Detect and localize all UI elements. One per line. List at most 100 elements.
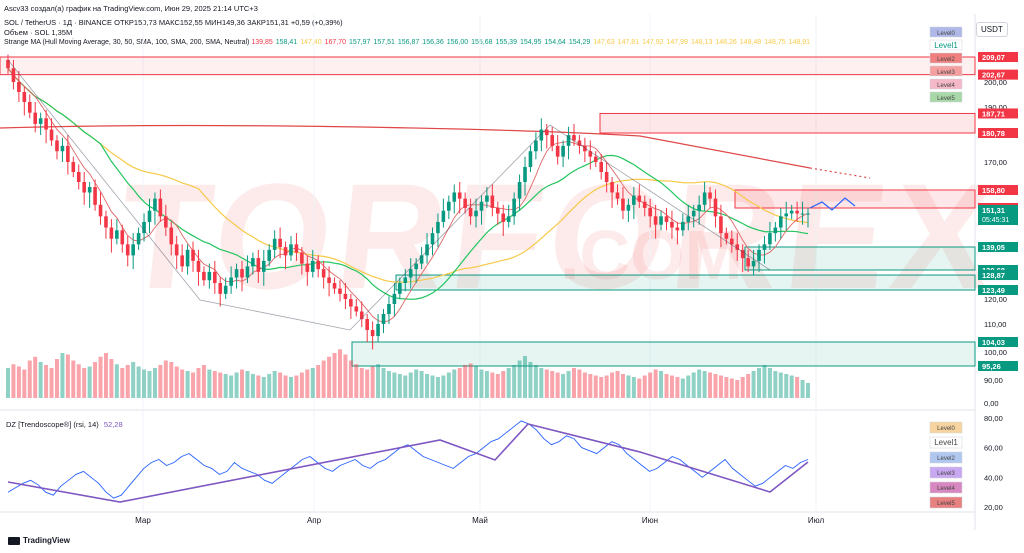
ma-value: 139,85 <box>251 39 273 46</box>
volume-bar <box>550 371 555 398</box>
volume-bar <box>751 371 756 398</box>
price-tick-label: 170,00 <box>984 158 1007 167</box>
level-price-tag <box>978 361 1018 371</box>
volume-bar <box>637 378 642 398</box>
legend-label: Level1 <box>934 41 958 50</box>
volume-bar <box>441 375 446 398</box>
volume-bar <box>376 364 381 398</box>
volume-bar <box>267 374 272 398</box>
volume-bar <box>44 365 49 398</box>
rsi-title: DZ [Trendoscope®] (rsi, 14) <box>6 420 99 429</box>
candle-body <box>71 162 76 172</box>
volume-bar <box>631 377 636 398</box>
volume-bar <box>65 354 70 398</box>
volume-bar <box>523 356 528 398</box>
volume-line: Объем · SOL 1,35M <box>4 28 73 37</box>
candle-body <box>283 247 288 256</box>
volume-bar <box>240 369 245 398</box>
rsi-value: 52,28 <box>103 420 123 429</box>
level-zone <box>599 112 976 134</box>
legend-swatch <box>929 26 963 38</box>
currency-button[interactable]: USDT <box>976 22 1008 37</box>
ma-line-yellow <box>7 67 809 283</box>
candle-body <box>659 216 663 225</box>
volume-bar <box>806 383 810 398</box>
volume-bar <box>746 374 751 398</box>
volume-bar <box>27 360 32 398</box>
candle-body <box>359 311 364 319</box>
legend-label: Level4 <box>937 486 955 492</box>
candle-body <box>17 82 21 92</box>
candle-body <box>719 216 723 234</box>
candle-body <box>392 293 397 304</box>
candle-body <box>387 304 391 314</box>
volume-bar <box>147 371 152 398</box>
volume-bar <box>463 365 468 398</box>
volume-bar <box>207 369 212 398</box>
volume-bar <box>495 374 500 398</box>
volume-bar <box>484 371 489 398</box>
ma-value: 148,13 <box>690 39 713 46</box>
candle-body <box>637 195 642 202</box>
volume-bar <box>98 356 103 398</box>
candle-body <box>539 129 544 141</box>
x-tick-label: Май <box>472 516 488 525</box>
rsi-tick-label: 20,00 <box>984 503 1003 512</box>
level-zone <box>351 341 976 367</box>
level-price-label: 123,49 <box>982 286 1005 295</box>
volume-bar <box>49 368 54 398</box>
candle-body <box>289 244 293 256</box>
volume-bar <box>87 366 92 398</box>
ma-value: 155,68 <box>471 39 493 46</box>
volume-bar <box>626 375 631 398</box>
volume-bar <box>610 372 615 398</box>
candle-body <box>82 182 86 193</box>
price-tick-label: 100,00 <box>984 348 1007 357</box>
candle-body <box>474 210 478 217</box>
x-tick-label: Апр <box>307 516 322 525</box>
volume-bar <box>131 362 136 398</box>
volume-bar <box>191 372 196 398</box>
volume-bar <box>468 363 473 398</box>
level-price-label: 128,87 <box>982 271 1005 280</box>
volume-bar <box>196 368 201 398</box>
volume-bar <box>561 374 566 398</box>
candle-body <box>691 210 696 217</box>
candle-body <box>332 283 337 289</box>
legend-label: Level3 <box>937 471 955 477</box>
level-zone <box>744 246 976 271</box>
candle-body <box>185 249 190 267</box>
volume-bar <box>60 353 65 398</box>
ma-value: 156,00 <box>446 39 469 46</box>
candle-body <box>169 227 174 245</box>
volume-bar <box>109 359 114 398</box>
candle-body <box>621 198 625 211</box>
candle-body <box>555 145 560 157</box>
rsi-line <box>7 420 809 499</box>
ma-value: 148,91 <box>788 39 811 46</box>
level-price-label: 158,80 <box>982 186 1005 195</box>
candle-body <box>125 244 130 256</box>
volume-bar <box>201 365 206 398</box>
volume-bar <box>506 368 511 398</box>
candle-body <box>38 118 43 124</box>
volume-bar <box>403 375 408 398</box>
price-tick-label: 0,00 <box>984 399 999 408</box>
candle-body <box>398 283 402 294</box>
volume-bar <box>544 369 549 398</box>
level-price-tag <box>978 108 1018 119</box>
candle-body <box>724 233 729 239</box>
volume-bar <box>767 368 772 398</box>
ma-indicator-line[interactable]: Strange MA (Hull Moving Average, 30, 50,… <box>4 39 813 46</box>
volume-bar <box>218 372 223 398</box>
candle-body <box>452 192 457 202</box>
candle-body <box>55 140 59 152</box>
volume-bar <box>474 366 479 398</box>
candle-body <box>523 167 527 182</box>
tradingview-logo[interactable]: TradingView <box>8 536 70 545</box>
candle-body <box>697 204 701 211</box>
legend-swatch <box>929 78 963 90</box>
level-zone <box>0 56 976 76</box>
rsi-tick-label: 80,00 <box>984 414 1003 423</box>
